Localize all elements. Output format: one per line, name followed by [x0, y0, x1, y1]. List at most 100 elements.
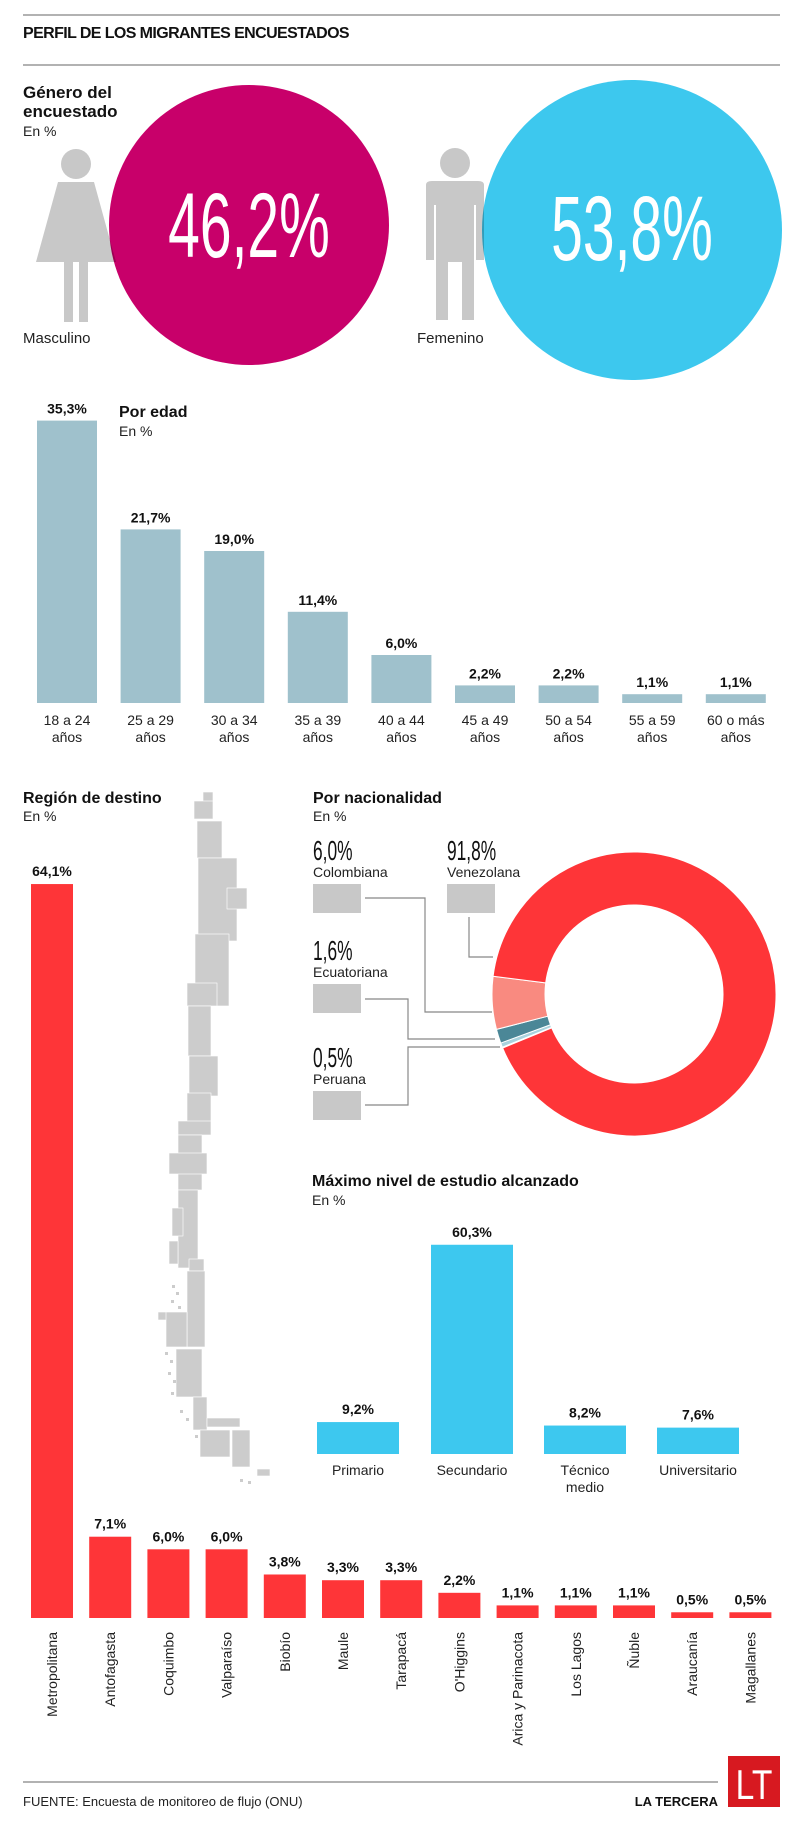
age-category-label: años: [637, 729, 667, 745]
region-value-label: 0,5%: [734, 1591, 766, 1607]
region-subtitle: En %: [23, 808, 56, 824]
legend-name: Colombiana: [313, 864, 388, 880]
legend-value: 1,6%: [313, 935, 353, 966]
region-category-label: Valparaíso: [219, 1632, 235, 1698]
study-value-label: 7,6%: [682, 1407, 714, 1423]
region-bar: [496, 1605, 539, 1618]
chile-map: [157, 791, 271, 1484]
age-value-label: 21,7%: [131, 509, 171, 525]
age-value-label: 35,3%: [47, 401, 87, 417]
map-island: [171, 1392, 174, 1395]
region-bar: [438, 1592, 481, 1618]
femenino-circle: [482, 80, 782, 380]
region-category-label: Maule: [335, 1632, 351, 1670]
region-value-label: 3,3%: [327, 1559, 359, 1575]
region-bar: [89, 1536, 132, 1618]
map-island: [165, 1352, 168, 1355]
region-bar: [729, 1612, 772, 1618]
leader-line: [365, 897, 492, 1013]
region-category-label: O'Higgins: [451, 1632, 467, 1692]
region-value-label: 3,3%: [385, 1559, 417, 1575]
map-region: [168, 1240, 179, 1265]
map-island: [172, 1285, 175, 1288]
nationality-legend: 91,8%Venezolana 6,0%Colombiana 1,6%Ecuator…: [313, 835, 520, 1120]
age-value-label: 1,1%: [720, 674, 752, 690]
age-value-label: 11,4%: [298, 592, 337, 608]
male-figure-icon: [426, 148, 484, 320]
region-value-label: 64,1%: [32, 863, 72, 879]
legend-swatch: [447, 884, 495, 913]
map-island: [178, 1306, 181, 1309]
map-island: [195, 1435, 198, 1438]
region-bar: [671, 1612, 714, 1618]
age-category-label: años: [386, 729, 416, 745]
legend-swatch: [313, 884, 361, 913]
region-bar: [554, 1605, 597, 1618]
nationality-subtitle: En %: [313, 808, 346, 824]
region-category-label: Arica y Parinacota: [510, 1632, 526, 1746]
region-category-label: Biobío: [277, 1632, 293, 1672]
legend-name: Venezolana: [447, 864, 520, 880]
femenino-value: 53,8%: [551, 178, 713, 280]
age-bar: [204, 551, 265, 703]
study-category-label: medio: [566, 1479, 604, 1495]
source-note: FUENTE: Encuesta de monitoreo de flujo (…: [23, 1794, 303, 1809]
la-tercera-logo: LT: [728, 1756, 780, 1809]
masculino-circle: [109, 85, 389, 365]
map-region: [192, 1396, 208, 1431]
age-bar: [287, 611, 348, 703]
region-bars: 64,1% Metropolitana 7,1% Antofagasta 6,0% Coq…: [31, 863, 772, 1746]
region-bar: [147, 1549, 190, 1618]
age-bar: [455, 685, 515, 703]
age-category-label: años: [470, 729, 500, 745]
map-island: [171, 1300, 174, 1303]
age-value-label: 2,2%: [553, 665, 585, 681]
leader-line: [365, 1046, 500, 1106]
region-bar: [380, 1580, 423, 1618]
region-category-label: Magallanes: [742, 1632, 758, 1704]
region-category-label: Tarapacá: [393, 1632, 409, 1690]
study-value-label: 8,2%: [569, 1405, 601, 1421]
region-value-label: 7,1%: [94, 1516, 126, 1532]
study-bar: [657, 1427, 739, 1454]
age-category-label: 40 a 44: [378, 712, 425, 728]
age-category-label: 35 a 39: [294, 712, 341, 728]
age-category-label: años: [52, 729, 82, 745]
age-bar: [120, 529, 181, 703]
age-category-label: años: [135, 729, 165, 745]
map-region: [177, 1120, 212, 1136]
gender-heading-2: encuestado: [23, 102, 117, 121]
age-category-label: años: [553, 729, 583, 745]
region-value-label: 6,0%: [152, 1528, 184, 1544]
age-subtitle: En %: [119, 423, 152, 439]
female-figure-icon: [36, 149, 116, 322]
region-category-label: Araucanía: [684, 1632, 700, 1696]
region-bar: [322, 1580, 364, 1618]
region-value-label: 2,2%: [443, 1572, 475, 1588]
region-value-label: 1,1%: [618, 1584, 650, 1600]
study-category-label: Secundario: [437, 1462, 508, 1478]
map-region: [186, 982, 218, 1007]
masculino-value: 46,2%: [168, 175, 330, 277]
region-value-label: 1,1%: [560, 1584, 592, 1600]
age-category-label: 55 a 59: [629, 712, 676, 728]
map-island: [176, 1292, 179, 1295]
region-bar: [31, 884, 73, 1618]
map-region: [187, 1005, 212, 1057]
map-region: [199, 1429, 231, 1458]
gender-unit: En %: [23, 123, 56, 139]
age-category-label: 45 a 49: [462, 712, 509, 728]
age-category-label: años: [303, 729, 333, 745]
gender-heading-1: Género del: [23, 83, 112, 102]
age-category-label: años: [721, 729, 751, 745]
study-value-label: 60,3%: [452, 1224, 492, 1240]
age-category-label: 60 o más: [707, 712, 765, 728]
age-category-label: 30 a 34: [211, 712, 258, 728]
donut-slice-venezolana: [492, 851, 777, 1137]
svg-text:LT: LT: [736, 1763, 773, 1809]
study-bar: [544, 1425, 626, 1454]
map-region: [168, 1152, 208, 1175]
legend-swatch: [313, 984, 361, 1013]
legend-name: Ecuatoriana: [313, 964, 388, 980]
